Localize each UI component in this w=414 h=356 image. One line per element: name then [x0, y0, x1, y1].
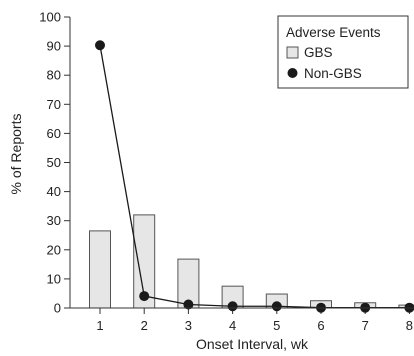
non-gbs-point — [183, 299, 194, 310]
y-axis-title: % of Reports — [8, 114, 24, 195]
legend-title: Adverse Events — [286, 25, 381, 40]
x-tick-label: 7 — [362, 318, 369, 333]
legend-gbs-swatch — [286, 46, 299, 59]
non-gbs-point — [227, 301, 238, 312]
y-tick-label: 40 — [47, 184, 61, 199]
non-gbs-point — [271, 301, 282, 312]
x-tick-label: 3 — [185, 318, 192, 333]
non-gbs-point — [95, 40, 105, 51]
y-tick-label: 90 — [47, 39, 61, 54]
x-tick-label: 1 — [96, 318, 103, 333]
x-tick-label: 6 — [317, 318, 324, 333]
x-axis: 1 2 3 4 5 6 7 8 — [96, 308, 413, 333]
x-tick-label: 4 — [229, 318, 236, 333]
y-tick-label: 10 — [47, 271, 61, 286]
legend-gbs-label: GBS — [304, 45, 333, 60]
x-tick-label: 5 — [273, 318, 280, 333]
y-axis: 0 10 20 30 40 50 60 70 80 90 100 — [39, 10, 70, 316]
gbs-bar — [89, 230, 111, 309]
legend-box — [277, 15, 409, 89]
y-tick-label: 20 — [47, 242, 61, 257]
x-tick-label: 2 — [141, 318, 148, 333]
legend-non-gbs-marker — [287, 68, 298, 78]
y-tick-label: 100 — [39, 10, 61, 25]
y-tick-label: 0 — [54, 301, 61, 316]
legend: Adverse Events GBS Non-GBS — [277, 15, 409, 89]
x-tick-label: 8 — [406, 318, 413, 333]
non-gbs-point — [139, 291, 150, 302]
y-tick-label: 50 — [47, 155, 61, 170]
legend-non-gbs-label: Non-GBS — [304, 66, 362, 81]
y-tick-label: 70 — [47, 97, 61, 112]
y-tick-label: 30 — [47, 213, 61, 228]
y-tick-label: 80 — [47, 68, 61, 83]
x-axis-title: Onset Interval, wk — [196, 336, 309, 352]
y-tick-label: 60 — [47, 126, 61, 141]
